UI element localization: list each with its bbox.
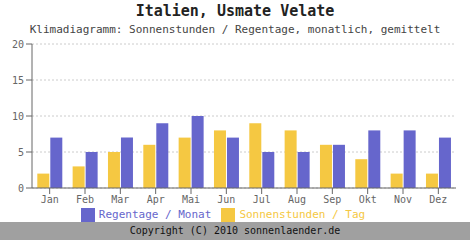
svg-text:10: 10 xyxy=(12,111,24,122)
svg-text:0: 0 xyxy=(18,183,24,194)
html-text:Copyright (C) 2010 sonnenlaend: Copyright (C) 2010 sonnenlaender.de xyxy=(129,225,341,236)
svg-text:Okt: Okt xyxy=(359,194,377,205)
svg-text:Sep: Sep xyxy=(323,194,341,205)
svg-text:Jul: Jul xyxy=(253,194,271,205)
html-text:Italien, Usmate Velate: Italien, Usmate Velate xyxy=(135,2,335,20)
svg-text:Dez: Dez xyxy=(429,194,447,205)
svg-text:Mai: Mai xyxy=(182,194,200,205)
svg-text:Nov: Nov xyxy=(394,194,412,205)
svg-text:5: 5 xyxy=(18,147,24,158)
svg-text:Apr: Apr xyxy=(147,194,165,205)
html-text:Sonnenstunden / Tag: Sonnenstunden / Tag xyxy=(239,208,366,221)
svg-text:Jan: Jan xyxy=(41,194,59,205)
html-text:Regentage / Monat: Regentage / Monat xyxy=(98,208,212,221)
svg-text:Feb: Feb xyxy=(76,194,94,205)
svg-text:15: 15 xyxy=(12,75,24,86)
svg-text:20: 20 xyxy=(12,39,24,50)
svg-text:Jun: Jun xyxy=(217,194,235,205)
html-text:Klimadiagramm: Sonnenstunden /: Klimadiagramm: Sonnenstunden / Regentage… xyxy=(29,23,441,36)
svg-text:Aug: Aug xyxy=(288,194,306,205)
svg-text:Mar: Mar xyxy=(111,194,129,205)
